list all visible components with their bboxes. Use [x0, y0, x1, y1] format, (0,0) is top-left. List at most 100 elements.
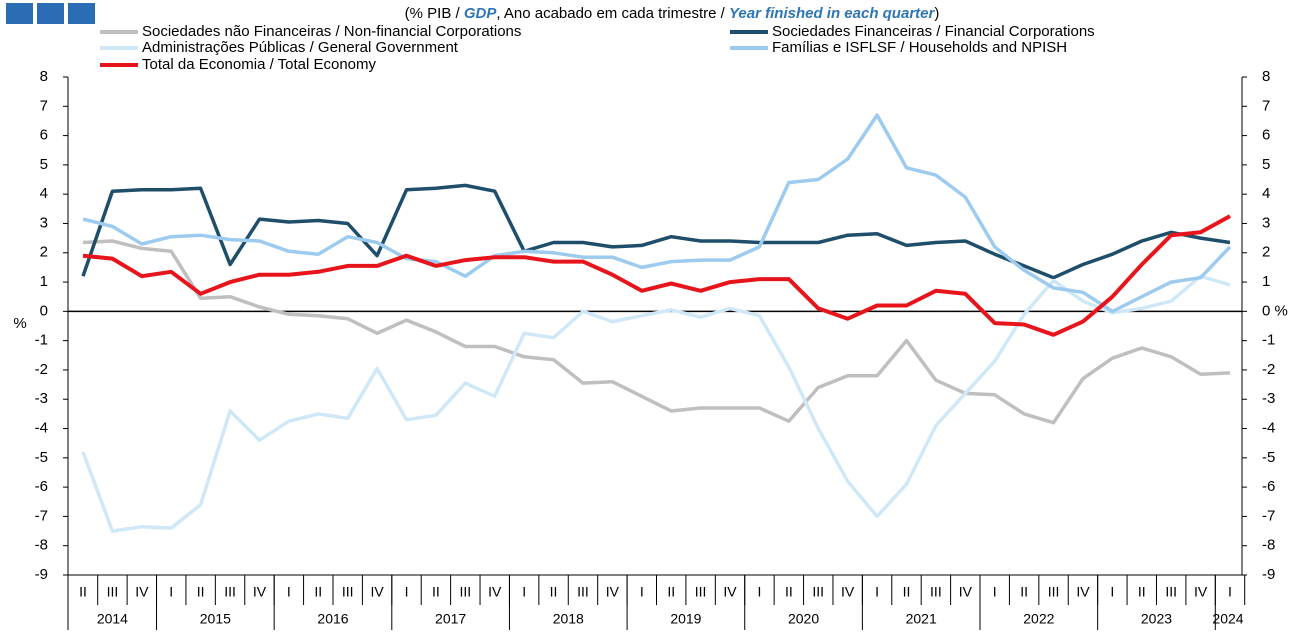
year-label: 2019: [670, 611, 701, 627]
y2-tick-label: -6: [1262, 478, 1275, 495]
x-tick-label: III: [695, 584, 707, 600]
y2-tick-label: -5: [1262, 449, 1275, 466]
logo-square: [37, 3, 64, 24]
y2-tick-label: 7: [1262, 97, 1270, 114]
x-tick-label: I: [169, 584, 173, 600]
series-line: [82, 113, 1232, 314]
x-tick-label: II: [432, 584, 440, 600]
logo-square: [68, 3, 95, 24]
x-tick-label: IV: [135, 584, 149, 600]
y2-tick-label: 1: [1262, 273, 1270, 290]
year-label: 2018: [553, 611, 584, 627]
x-tick-label: I: [1228, 584, 1232, 600]
x-tick-label: IV: [253, 584, 267, 600]
y2-tick-label: 8: [1262, 68, 1270, 85]
x-tick-label: III: [930, 584, 942, 600]
y-tick-label: -1: [35, 332, 48, 349]
x-tick-label: IV: [1194, 584, 1208, 600]
y-tick-label: -6: [35, 478, 48, 495]
x-tick-label: III: [812, 584, 824, 600]
y2-tick-label: 5: [1262, 156, 1270, 173]
y-tick-label: 2: [40, 244, 48, 261]
logo: [6, 3, 95, 24]
title-part: (% PIB /: [405, 5, 464, 22]
y-tick-label: -3: [35, 390, 48, 407]
legend-label: Total da Economia / Total Economy: [142, 56, 377, 73]
year-label: 2017: [435, 611, 466, 627]
y2-tick-label: 3: [1262, 214, 1270, 231]
x-tick-label: I: [1110, 584, 1114, 600]
x-tick-label: II: [314, 584, 322, 600]
x-tick-label: III: [459, 584, 471, 600]
x-tick-label: I: [640, 584, 644, 600]
y2-tick-label: 2: [1262, 244, 1270, 261]
x-tick-label: II: [1138, 584, 1146, 600]
x-tick-label: III: [342, 584, 354, 600]
year-label: 2015: [200, 611, 231, 627]
x-tick-label: II: [197, 584, 205, 600]
y-tick-label: 3: [40, 214, 48, 231]
year-label: 2024: [1212, 611, 1243, 627]
y-tick-label: 5: [40, 156, 48, 173]
series-line: [81, 183, 1231, 280]
year-label: 2023: [1141, 611, 1172, 627]
x-tick-label: II: [785, 584, 793, 600]
y-tick-label: 6: [40, 127, 48, 144]
x-tick-label: III: [577, 584, 589, 600]
title-part: GDP: [464, 5, 498, 22]
y-tick-label: 8: [40, 68, 48, 85]
y-tick-label: -7: [35, 507, 48, 524]
y-tick-label: -2: [35, 361, 48, 378]
y2-tick-label: -9: [1262, 566, 1275, 583]
x-tick-label: I: [405, 584, 409, 600]
x-tick-label: IV: [370, 584, 384, 600]
y2-tick-label: -8: [1262, 537, 1275, 554]
x-tick-label: IV: [488, 584, 502, 600]
y-tick-label: -9: [35, 566, 48, 583]
x-tick-label: I: [993, 584, 997, 600]
title-part: Year finished in each quarter: [729, 5, 936, 22]
logo-square: [6, 3, 33, 24]
x-tick-label: III: [224, 584, 236, 600]
x-tick-label: III: [1165, 584, 1177, 600]
y2-tick-label: 6: [1262, 127, 1270, 144]
series-line: [82, 239, 1231, 425]
x-tick-label: I: [757, 584, 761, 600]
y-tick-label: 4: [40, 185, 48, 202]
x-tick-label: I: [522, 584, 526, 600]
y-tick-label: 1: [40, 273, 48, 290]
legend-label: Famílias e ISFLSF / Households and NPISH: [772, 39, 1067, 56]
x-tick-label: II: [667, 584, 675, 600]
year-label: 2021: [906, 611, 937, 627]
x-tick-label: IV: [1076, 584, 1090, 600]
title-part: , Ano acabado em cada trimestre /: [496, 5, 729, 22]
x-tick-label: II: [1020, 584, 1028, 600]
legend-label: Sociedades não Financeiras / Non-financi…: [142, 23, 521, 40]
x-tick-label: II: [550, 584, 558, 600]
x-tick-label: IV: [723, 584, 737, 600]
y-axis-label: %: [13, 315, 26, 332]
year-label: 2020: [788, 611, 819, 627]
y-tick-label: -4: [35, 419, 48, 436]
y2-tick-label: -4: [1262, 419, 1275, 436]
series-line: [81, 274, 1231, 533]
y2-tick-label: -7: [1262, 507, 1275, 524]
x-tick-label: III: [107, 584, 119, 600]
legend-label: Sociedades Financeiras / Financial Corpo…: [772, 23, 1095, 40]
x-tick-label: II: [903, 584, 911, 600]
x-tick-label: IV: [959, 584, 973, 600]
y2-tick-label: 4: [1262, 185, 1270, 202]
year-label: 2016: [317, 611, 348, 627]
x-tick-label: I: [875, 584, 879, 600]
x-tick-label: II: [79, 584, 87, 600]
x-tick-label: I: [287, 584, 291, 600]
y2-tick-label: -1: [1262, 332, 1275, 349]
legend-label: Administrações Públicas / General Govern…: [142, 39, 459, 56]
year-label: 2014: [97, 611, 128, 627]
y-tick-label: 0: [40, 302, 48, 319]
x-tick-label: III: [1048, 584, 1060, 600]
y-tick-label: 7: [40, 97, 48, 114]
x-tick-label: IV: [606, 584, 620, 600]
y-tick-label: -8: [35, 537, 48, 554]
